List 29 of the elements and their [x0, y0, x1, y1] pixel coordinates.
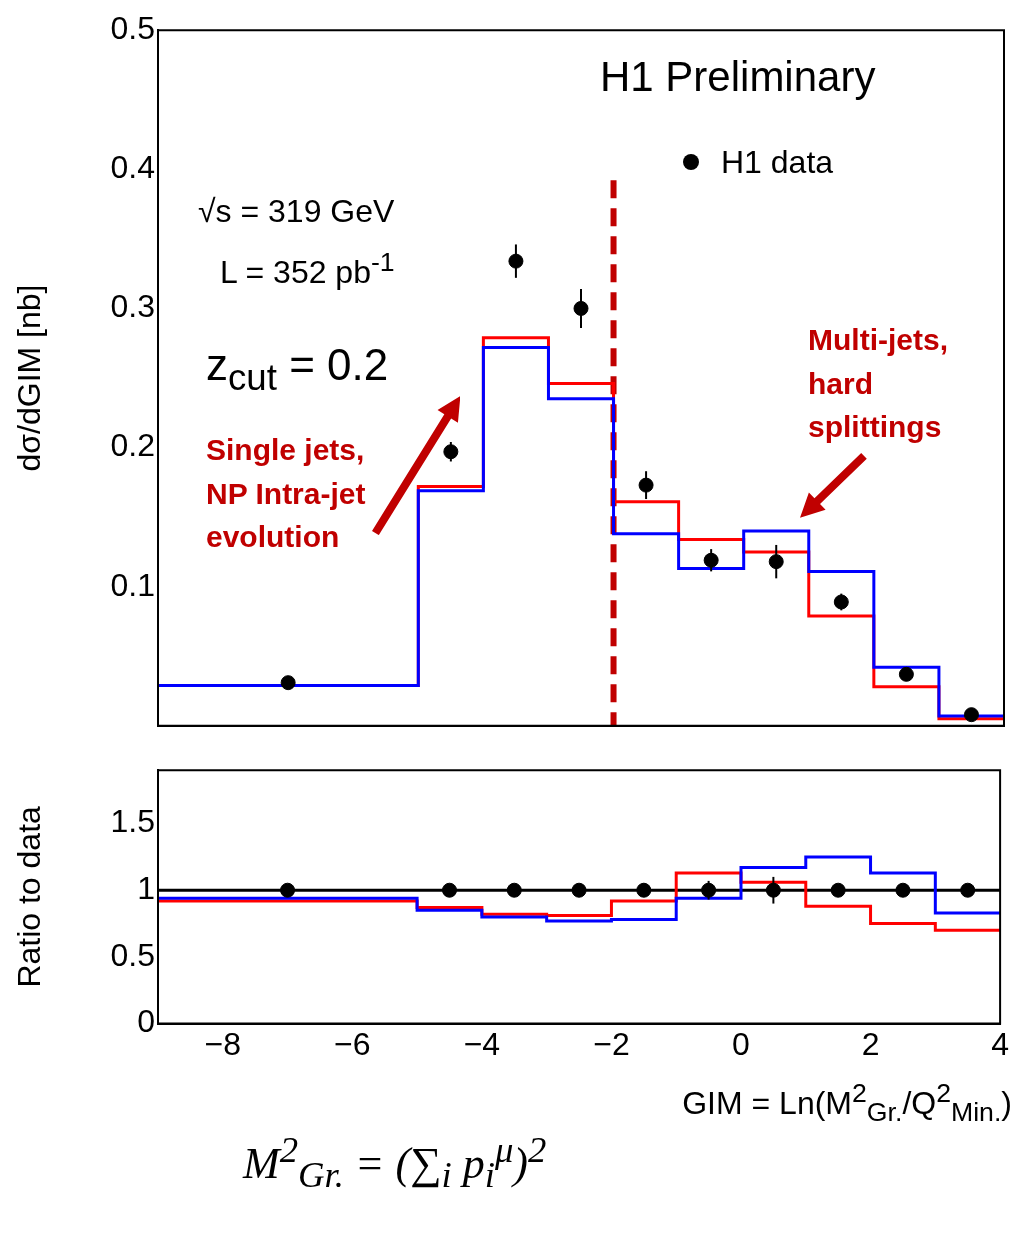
x-tick-label: 0	[732, 1025, 750, 1062]
y-axis-title: dσ/dGIM [nb]	[11, 284, 48, 472]
annotation: √s = 319 GeV	[198, 192, 395, 231]
x-tick-label: 4	[991, 1025, 1009, 1062]
y-tick-label: 1.5	[110, 803, 155, 840]
annotation: Single jets, NP Intra-jet evolution	[206, 432, 366, 555]
text: M$^{2}$$_{Gr.}$ = (∑$_{i}$ p$_{i}$$^{μ}$)$^{2}$	[243, 1129, 547, 1196]
annotation: z$_{cut}$ = 0.2	[206, 339, 389, 400]
y-tick-label: 0.2	[110, 427, 155, 464]
y-tick-label: 0.1	[110, 566, 155, 603]
y-tick-label: 1	[137, 870, 155, 907]
point	[898, 666, 914, 682]
x-tick-label: −4	[463, 1025, 501, 1062]
x-axis-title: GIM = Ln(M$^{2}$$_{Gr.}$/Q$^{2}$$_{Min.}$)	[682, 1078, 1012, 1129]
annotation: L = 352 pb$^{-1}$	[220, 246, 395, 292]
y-tick-label: 0.5	[110, 936, 155, 973]
x-tick-label: 2	[861, 1025, 880, 1062]
x-tick-label: −2	[593, 1025, 630, 1062]
point	[963, 707, 979, 723]
y-axis-title: Ratio to data	[11, 805, 48, 988]
text: H1 Preliminary	[600, 53, 876, 101]
x-tick-label: −6	[334, 1025, 371, 1062]
y-tick-label: 0.5	[110, 10, 155, 47]
y-tick-label: 0.3	[110, 288, 155, 325]
point	[280, 675, 296, 691]
annotation: Multi-jets, hard splittings	[808, 322, 948, 445]
legend-label: H1 data	[721, 143, 834, 181]
y-tick-label: 0.4	[110, 149, 155, 186]
x-tick-label: −8	[204, 1025, 242, 1062]
